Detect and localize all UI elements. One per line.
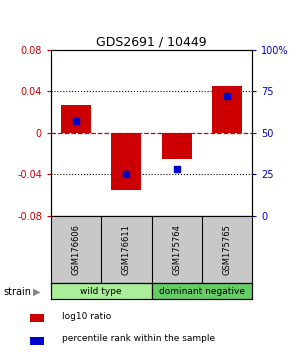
Text: strain: strain [3, 287, 31, 297]
Text: GSM176606: GSM176606 [72, 224, 81, 275]
Bar [30, 314, 44, 322]
Text: ▶: ▶ [33, 287, 40, 297]
Text: wild type: wild type [80, 287, 122, 296]
Text: percentile rank within the sample: percentile rank within the sample [62, 335, 215, 343]
Text: GSM175765: GSM175765 [222, 224, 231, 275]
Bar [61, 105, 91, 133]
Bar [51, 283, 152, 299]
Text: GSM176611: GSM176611 [122, 224, 131, 275]
Text: GSM175764: GSM175764 [172, 224, 181, 275]
Bar [212, 86, 242, 133]
Point [224, 93, 229, 99]
Bar [162, 133, 192, 159]
Point [174, 166, 179, 172]
Bar [30, 337, 44, 345]
Text: log10 ratio: log10 ratio [62, 312, 111, 321]
Title: GDS2691 / 10449: GDS2691 / 10449 [96, 35, 207, 48]
Bar [152, 283, 252, 299]
Text: dominant negative: dominant negative [159, 287, 245, 296]
Bar [111, 133, 142, 190]
Point [74, 118, 79, 124]
Point [124, 172, 129, 177]
